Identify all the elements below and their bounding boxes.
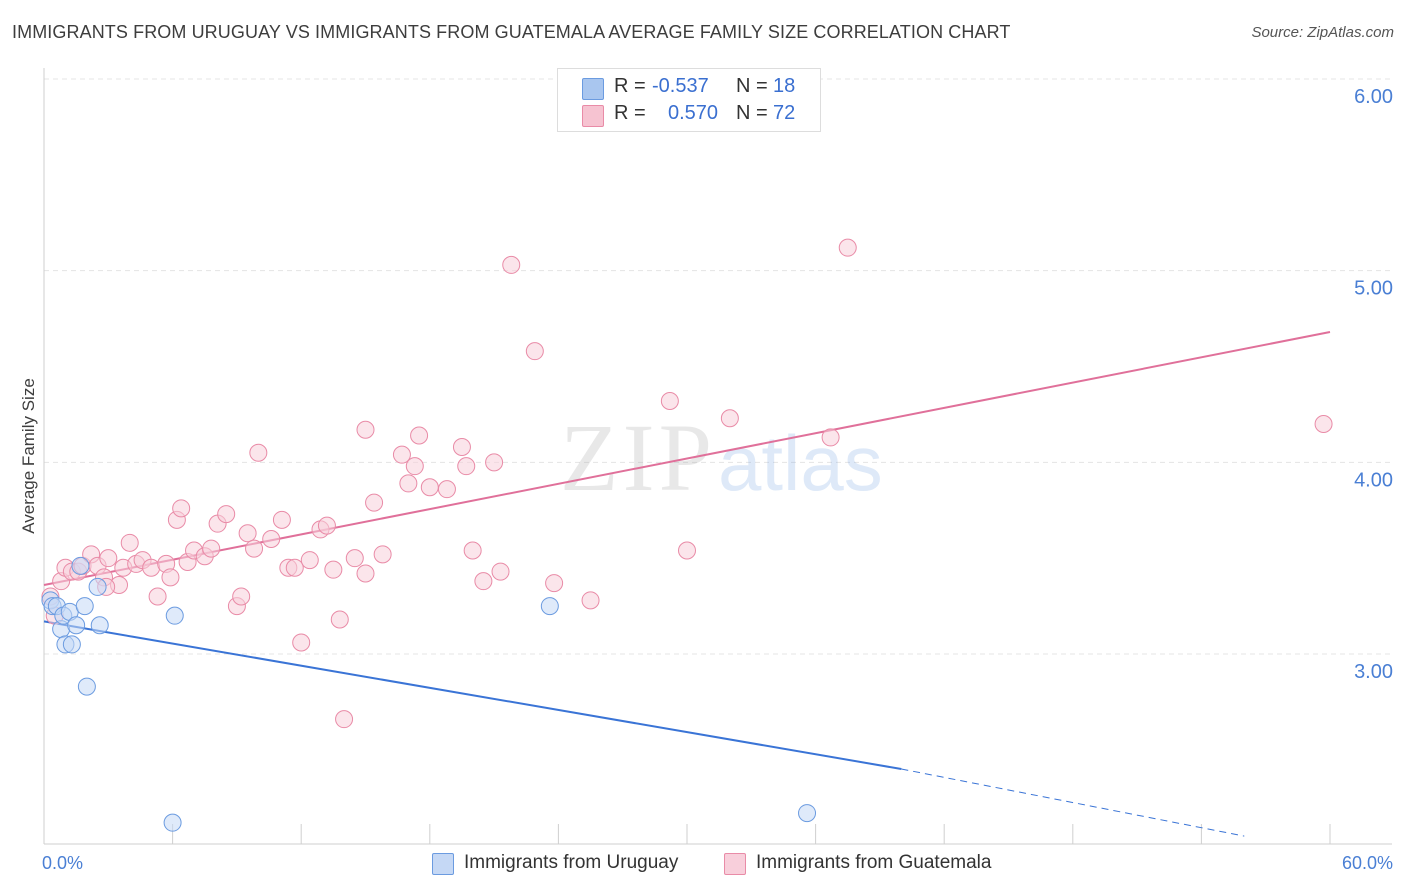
legend-swatch-guatemala	[582, 105, 604, 127]
point-guatemala	[148, 587, 167, 606]
point-uruguay	[67, 616, 86, 635]
point-guatemala	[410, 426, 429, 445]
y-tick-label: 6.00	[1354, 86, 1393, 108]
point-guatemala	[491, 562, 510, 581]
point-guatemala	[720, 409, 739, 428]
bottom-legend-swatch-uruguay	[432, 853, 454, 875]
legend-n-label: N =	[736, 102, 768, 124]
point-guatemala	[399, 474, 418, 493]
point-uruguay	[88, 577, 107, 596]
y-axis-label: Average Family Size	[19, 378, 38, 534]
point-guatemala	[238, 524, 257, 543]
legend-n-value: 18	[773, 75, 796, 97]
point-uruguay	[75, 597, 94, 616]
x-tick-label-max: 60.0%	[1342, 853, 1393, 873]
point-guatemala	[249, 443, 268, 462]
point-guatemala	[420, 478, 439, 497]
data-points	[41, 238, 1333, 832]
bottom-legend-swatch-guatemala	[724, 853, 746, 875]
bottom-legend-label-guatemala: Immigrants from Guatemala	[756, 852, 992, 873]
point-uruguay	[90, 616, 109, 635]
point-uruguay	[798, 804, 817, 823]
point-guatemala	[525, 342, 544, 361]
point-guatemala	[838, 238, 857, 257]
source-note: Source: ZipAtlas.com	[1251, 24, 1394, 41]
point-uruguay	[540, 597, 559, 616]
gridlines	[44, 78, 1392, 655]
point-guatemala	[292, 633, 311, 652]
point-guatemala	[373, 545, 392, 564]
y-tick-labels: 3.00 4.00 5.00 6.00	[1354, 86, 1393, 683]
point-guatemala	[581, 591, 600, 610]
legend-swatch-uruguay	[582, 78, 604, 100]
point-guatemala	[120, 533, 139, 552]
point-guatemala	[272, 510, 291, 529]
point-guatemala	[452, 438, 471, 456]
bottom-legend-label-uruguay: Immigrants from Uruguay	[464, 852, 679, 873]
y-tick-label: 4.00	[1354, 469, 1393, 491]
x-ticks	[172, 824, 1331, 844]
point-guatemala	[437, 480, 456, 499]
point-guatemala	[300, 551, 319, 570]
point-uruguay	[165, 606, 184, 625]
legend-r-label: R =	[614, 102, 646, 124]
point-guatemala	[217, 505, 236, 524]
point-guatemala	[502, 255, 521, 274]
point-guatemala	[262, 530, 281, 548]
legend-r-value: 0.570	[668, 102, 719, 124]
point-guatemala	[1314, 415, 1333, 433]
chart-title: IMMIGRANTS FROM URUGUAY VS IMMIGRANTS FR…	[12, 22, 1011, 42]
watermark-zip: ZIP	[560, 404, 716, 511]
point-guatemala	[821, 428, 840, 447]
point-uruguay	[77, 677, 96, 696]
point-guatemala	[335, 710, 354, 729]
y-tick-label: 5.00	[1354, 278, 1393, 300]
trend-line	[43, 620, 902, 770]
legend-n-value: 72	[773, 102, 796, 124]
point-guatemala	[285, 558, 304, 577]
point-guatemala	[463, 541, 482, 560]
point-guatemala	[356, 564, 375, 583]
point-guatemala	[457, 457, 476, 476]
point-guatemala	[365, 493, 384, 512]
point-guatemala	[545, 574, 564, 593]
point-guatemala	[202, 539, 221, 558]
point-guatemala	[330, 610, 349, 629]
trend-line-extension	[901, 768, 1245, 837]
point-guatemala	[317, 516, 336, 535]
axes	[43, 68, 1392, 845]
x-tick-label-min: 0.0%	[42, 853, 83, 873]
point-guatemala	[356, 420, 375, 439]
point-uruguay	[71, 556, 90, 575]
watermark-atlas: atlas	[718, 419, 883, 507]
legend-r-value: -0.537	[652, 75, 709, 97]
y-tick-label: 3.00	[1354, 661, 1393, 683]
point-guatemala	[232, 587, 251, 606]
point-guatemala	[678, 541, 696, 560]
point-guatemala	[392, 445, 411, 464]
correlation-legend: R = -0.537 N = 18 R = 0.570 N = 72	[557, 68, 821, 132]
point-guatemala	[405, 457, 424, 476]
point-guatemala	[172, 499, 191, 518]
point-guatemala	[474, 572, 493, 591]
point-guatemala	[245, 539, 264, 558]
point-guatemala	[161, 568, 180, 587]
point-uruguay	[62, 635, 81, 654]
legend-n-label: N =	[736, 75, 768, 97]
point-guatemala	[485, 453, 504, 472]
point-guatemala	[324, 560, 343, 579]
point-guatemala	[660, 392, 679, 410]
point-guatemala	[345, 549, 364, 568]
legend-r-label: R =	[614, 75, 646, 97]
watermark: ZIP atlas	[560, 404, 883, 511]
point-guatemala	[99, 549, 118, 568]
point-guatemala	[142, 558, 161, 577]
point-uruguay	[163, 813, 182, 832]
